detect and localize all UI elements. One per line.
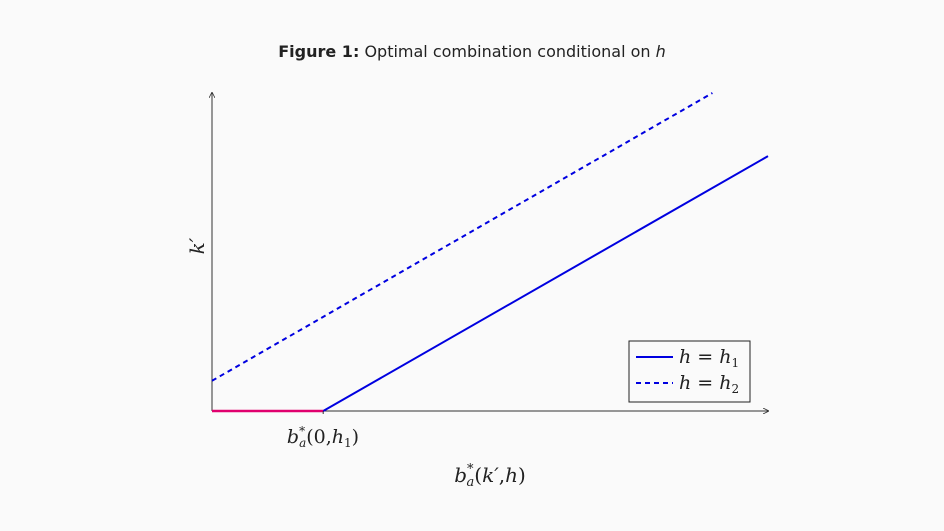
caption-variable: h: [655, 42, 666, 61]
series-layer: [211, 92, 769, 414]
legend: h = h1 h = h2: [628, 340, 751, 403]
figure-caption: Figure 1: Optimal combination conditiona…: [0, 42, 944, 61]
x-axis-label: b* a(k′,h): [454, 462, 526, 490]
y-axis-label: k′: [185, 237, 209, 254]
legend-label-h2: h = h2: [679, 372, 739, 396]
legend-label-h1: h = h1: [679, 346, 739, 370]
series-line-h2: [211, 92, 713, 382]
caption-text: Optimal combination conditional on: [364, 42, 651, 61]
legend-box: [628, 340, 751, 403]
caption-label: Figure 1:: [278, 42, 360, 61]
x-tick-label: b* a(0,h1): [287, 424, 359, 450]
